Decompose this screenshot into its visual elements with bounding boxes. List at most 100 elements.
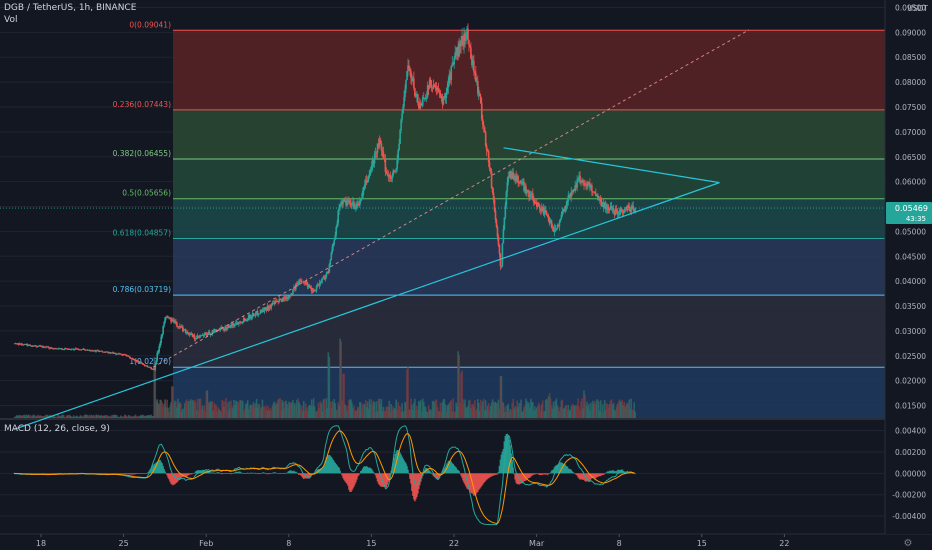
macd-hist-bar <box>121 473 123 474</box>
macd-hist-bar <box>319 468 322 474</box>
macd-hist-bar <box>543 473 546 475</box>
macd-hist-bar <box>541 473 544 475</box>
volume-bar <box>337 402 339 418</box>
macd-hist-bar <box>256 473 259 474</box>
candle-body <box>211 330 214 335</box>
candle-body <box>326 271 329 274</box>
volume-bar <box>627 403 630 418</box>
candle-body <box>296 283 298 287</box>
candle-body <box>30 345 33 347</box>
volume-bar <box>177 398 179 418</box>
volume-bar <box>186 402 189 418</box>
macd-hist-bar <box>292 471 294 474</box>
volume-bar <box>339 338 341 418</box>
candle-body <box>414 88 416 96</box>
volume-bar <box>290 402 292 418</box>
candle-body <box>303 282 306 284</box>
volume-bar <box>199 398 202 418</box>
macd-hist-bar <box>97 473 100 474</box>
fib-zone <box>173 109 885 159</box>
candle-body <box>541 207 544 209</box>
volume-bar <box>462 399 464 418</box>
volume-bar <box>70 416 73 418</box>
volume-bar <box>426 411 429 418</box>
macd-hist-bar <box>548 473 551 474</box>
volume-bar <box>455 402 457 418</box>
volume-bar <box>227 411 229 418</box>
candle-body <box>451 63 454 66</box>
macd-hist-bar <box>480 473 483 486</box>
macd-hist-bar <box>388 473 391 480</box>
macd-hist-bar <box>354 473 356 485</box>
volume-bar <box>182 408 185 418</box>
candle-body <box>565 205 568 210</box>
macd-hist-bar <box>599 473 602 477</box>
volume-bar <box>603 399 606 418</box>
candle-body <box>620 207 623 210</box>
candle-body <box>419 103 422 105</box>
candle-body <box>529 194 531 198</box>
candle-body <box>465 38 467 41</box>
candle-body <box>178 326 180 328</box>
candle-body <box>604 202 607 210</box>
fib-zone <box>173 198 885 239</box>
candle-body <box>306 284 309 288</box>
macd-hist-bar <box>377 473 380 484</box>
macd-hist-bar <box>122 473 124 474</box>
volume-bar <box>606 404 609 418</box>
macd-hist-bar <box>199 470 202 474</box>
candle-body <box>514 175 516 181</box>
macd-hist-bar <box>345 473 347 483</box>
macd-hist-bar <box>228 473 230 474</box>
candle-body <box>103 351 105 353</box>
macd-hist-bar <box>266 473 269 474</box>
macd-hist-bar <box>224 473 226 474</box>
macd-hist-bar <box>340 473 342 474</box>
macd-hist-bar <box>170 473 172 484</box>
volume-bar <box>534 406 536 418</box>
volume-bar <box>15 415 18 418</box>
macd-hist-bar <box>571 471 574 474</box>
candle-body <box>97 350 100 352</box>
candle-body <box>329 260 332 265</box>
volume-bar <box>210 402 213 418</box>
candle-body <box>148 366 151 368</box>
candle-body <box>52 348 54 350</box>
volume-bar <box>172 386 174 418</box>
volume-bar <box>501 401 504 418</box>
candle-body <box>312 290 315 293</box>
macd-hist-bar <box>546 473 549 476</box>
macd-hist-bar <box>293 470 295 474</box>
volume-bar <box>189 399 192 418</box>
candle-body <box>164 317 166 323</box>
macd-hist-bar <box>496 473 499 475</box>
volume-bar <box>237 402 239 418</box>
candle-body <box>379 139 382 144</box>
candle-body <box>337 210 339 224</box>
candle-body <box>31 345 34 347</box>
volume-bar <box>556 405 559 418</box>
macd-hist-bar <box>242 473 245 474</box>
macd-hist-bar <box>494 473 497 475</box>
volume-bar <box>369 404 372 418</box>
candle-body <box>597 199 600 201</box>
time-tick-label: 22 <box>449 539 459 548</box>
settings-gear-icon[interactable]: ⚙ <box>904 538 913 549</box>
macd-hist-bar <box>53 473 55 474</box>
macd-hist-bar <box>532 473 534 476</box>
candle-body <box>486 150 489 152</box>
macd-hist-bar <box>467 473 469 490</box>
volume-bar <box>468 400 470 418</box>
volume-bar <box>499 376 502 418</box>
macd-tick-label: 0.00000 <box>895 469 926 478</box>
volume-bar <box>302 401 305 418</box>
candle-body <box>445 92 448 99</box>
candle-body <box>438 92 441 93</box>
volume-bar <box>325 398 328 418</box>
candle-body <box>85 349 88 351</box>
volume-bar <box>391 410 394 418</box>
macd-hist-bar <box>577 473 579 478</box>
macd-hist-bar <box>272 472 275 474</box>
volume-bar <box>241 400 243 418</box>
